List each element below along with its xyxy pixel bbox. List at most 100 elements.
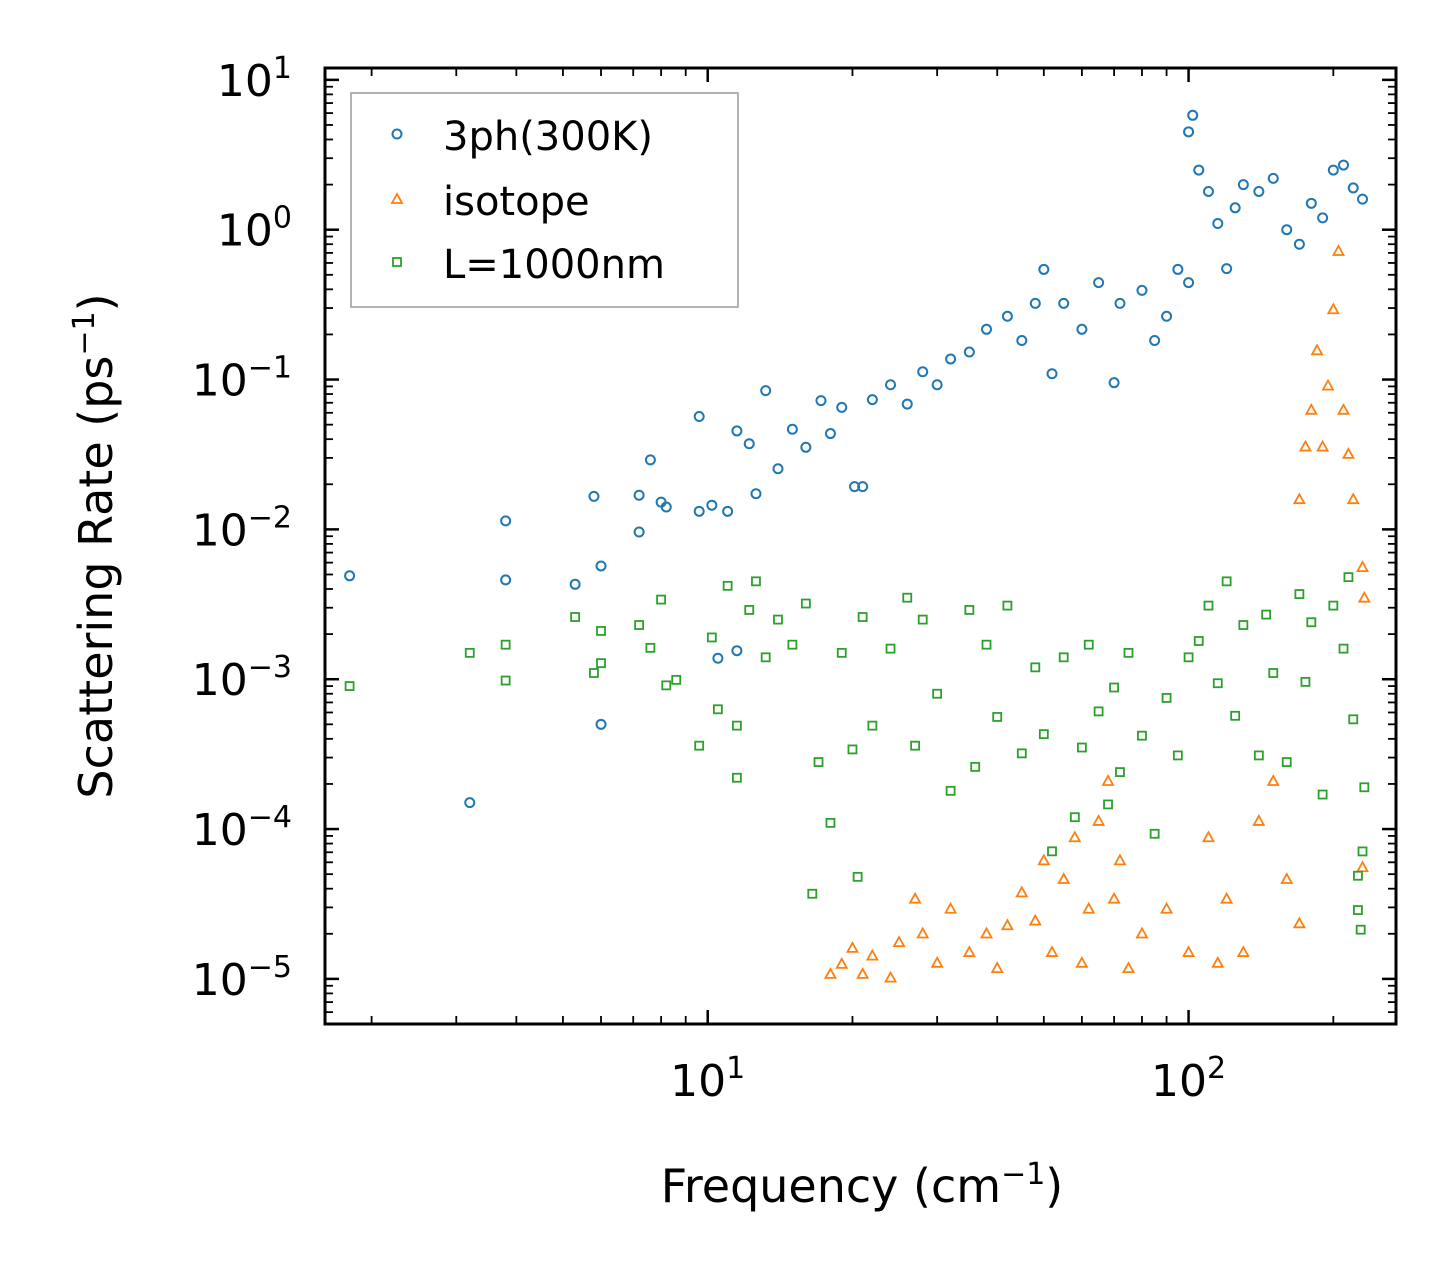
data-point: [1093, 277, 1105, 289]
data-point: [825, 817, 836, 828]
data-point: [1261, 609, 1272, 620]
data-point: [901, 398, 913, 410]
data-point: [856, 967, 870, 979]
data-point: [917, 366, 929, 378]
data-point: [1316, 439, 1330, 452]
data-point: [1266, 774, 1280, 786]
data-point: [1238, 620, 1249, 630]
data-point: [1211, 955, 1225, 968]
data-point: [464, 797, 476, 809]
data-point: [962, 945, 976, 957]
data-point: [917, 614, 928, 625]
data-point: [1327, 164, 1339, 176]
data-point: [1092, 814, 1106, 826]
data-point: [1000, 918, 1014, 931]
data-point: [1016, 748, 1027, 759]
data-point: [656, 594, 667, 605]
data-point: [1321, 378, 1335, 391]
data-point: [1101, 774, 1115, 786]
series-1: [823, 244, 1371, 983]
data-point: [344, 681, 355, 691]
data-point: [945, 785, 956, 796]
data-point: [772, 463, 784, 475]
data-point: [661, 680, 672, 691]
data-point: [1107, 891, 1121, 904]
data-point: [693, 505, 705, 517]
data-point: [1069, 812, 1080, 823]
data-point: [1160, 901, 1174, 914]
data-point: [1057, 872, 1071, 884]
data-point: [945, 353, 957, 365]
data-point: [1135, 926, 1149, 939]
y-tick-label: 101: [217, 51, 292, 107]
data-point: [751, 576, 761, 587]
data-points-layer: [344, 109, 1371, 983]
data-point: [1317, 789, 1328, 800]
data-point: [1304, 402, 1318, 415]
data-point: [744, 605, 755, 615]
data-point: [1202, 185, 1214, 197]
data-point: [1076, 742, 1087, 753]
data-point: [722, 580, 733, 591]
data-point: [1355, 924, 1366, 935]
data-point: [1230, 710, 1241, 721]
data-point: [596, 626, 606, 636]
data-point: [1357, 846, 1368, 857]
data-point: [1212, 678, 1223, 689]
data-point: [1298, 439, 1312, 452]
data-point: [1046, 368, 1058, 380]
data-point: [815, 395, 827, 407]
data-point: [800, 598, 811, 609]
data-point: [1281, 757, 1292, 767]
data-point: [1353, 905, 1363, 915]
data-point: [1348, 714, 1359, 725]
data-point: [1028, 913, 1042, 926]
data-point: [885, 379, 897, 391]
data-point: [500, 515, 512, 527]
data-point: [885, 643, 896, 654]
data-point: [1292, 492, 1306, 505]
data-point: [847, 744, 858, 755]
data-point: [1336, 402, 1351, 415]
data-point: [693, 410, 705, 422]
data-point: [712, 652, 724, 664]
data-point: [1001, 310, 1013, 322]
data-point: [813, 757, 824, 767]
data-point: [836, 647, 847, 658]
data-point: [750, 488, 762, 500]
data-point: [344, 570, 356, 582]
legend-marker-0: [391, 128, 403, 140]
data-point: [1294, 589, 1305, 599]
data-point: [1220, 891, 1234, 904]
data-point: [1123, 647, 1134, 658]
data-point: [1300, 676, 1311, 687]
data-point: [981, 639, 992, 650]
data-point: [1317, 212, 1329, 224]
data-point: [836, 401, 848, 413]
data-point: [1029, 297, 1041, 309]
data-point: [1268, 668, 1279, 678]
data-point: [1037, 853, 1051, 866]
data-point: [773, 614, 783, 625]
data-point: [1183, 652, 1194, 663]
data-point: [1109, 682, 1119, 693]
data-point: [589, 668, 599, 678]
data-point: [1280, 872, 1294, 884]
data-point: [857, 481, 869, 493]
data-point: [1293, 238, 1305, 250]
data-point: [1310, 343, 1324, 356]
data-point: [1058, 297, 1070, 309]
data-point: [910, 740, 921, 751]
data-point: [596, 658, 606, 669]
data-point: [1083, 639, 1094, 650]
data-point: [1338, 643, 1349, 654]
legend-marker-2: [392, 257, 402, 267]
data-point: [1182, 945, 1196, 957]
data-point: [722, 505, 734, 517]
data-point: [931, 379, 943, 391]
data-point: [1355, 560, 1370, 573]
data-point: [1229, 202, 1241, 214]
data-point: [1114, 297, 1126, 309]
data-point: [706, 499, 718, 511]
data-point: [884, 970, 898, 983]
